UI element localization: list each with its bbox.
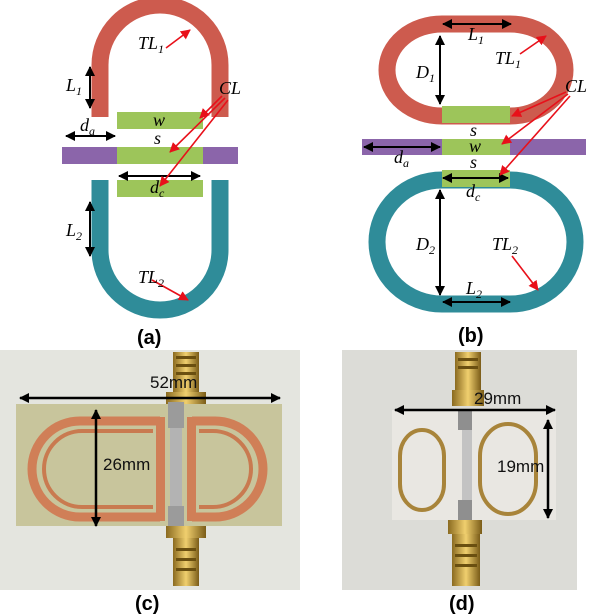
- width-label-c: 52mm: [150, 373, 197, 392]
- caption-d: (d): [449, 593, 475, 615]
- caption-c: (c): [135, 593, 159, 615]
- height-label-d: 19mm: [497, 457, 544, 476]
- copper-feed-left: [156, 417, 165, 521]
- l2-label: L2: [65, 220, 82, 243]
- cl-label-b: CL: [565, 76, 587, 96]
- tl1-label-b: TL1: [495, 48, 521, 71]
- da-label: da: [80, 115, 95, 138]
- s-top-label-b: s: [470, 120, 477, 140]
- l1-label-b: L1: [467, 24, 484, 47]
- coupling-line-bottom-a: [117, 180, 203, 197]
- copper-resonator-right-inner: [199, 429, 253, 509]
- cl-pointer-arrow-2: [169, 97, 226, 153]
- copper-feed-right: [187, 417, 196, 521]
- panel-a: TL1 L1 CL w s da dc L2 TL2 (a): [62, 0, 241, 349]
- tl1-pointer-arrow: [165, 29, 191, 49]
- feedline-c: [170, 404, 182, 526]
- sma-connector-top-d: [452, 352, 484, 406]
- tl1-trace: [91, 0, 229, 117]
- width-label-d: 29mm: [474, 389, 521, 408]
- copper-resonator-right: [192, 416, 268, 522]
- da-label-b: da: [394, 147, 409, 170]
- panel-c: 52mm 26mm (c): [0, 350, 300, 615]
- tl1-label: TL1: [138, 33, 164, 56]
- feedline-d: [462, 410, 472, 520]
- cl-pointer-arrow-b-2: [501, 93, 569, 145]
- copper-resonator-left-inner: [42, 429, 153, 509]
- w-label-b: w: [469, 136, 481, 156]
- panel-d: 29mm 19mm (d): [342, 350, 577, 615]
- gold-resonator-left: [398, 428, 446, 512]
- tl2-pointer-arrow: [151, 279, 189, 301]
- cl-pointer-arrow-3: [159, 99, 229, 187]
- tl2-label-b: TL2: [492, 234, 518, 257]
- caption-b: (b): [458, 325, 484, 347]
- cl-pointer-arrow-b-1: [511, 91, 567, 117]
- cl-label: CL: [219, 78, 241, 98]
- coupling-line-top-b: [442, 106, 510, 123]
- tl2-label: TL2: [138, 267, 164, 290]
- copper-resonator-left: [27, 416, 160, 522]
- sma-connector-bottom-c: [166, 526, 206, 586]
- gold-resonator-right: [478, 422, 538, 516]
- cl-pointer-arrow-1: [199, 95, 223, 119]
- s-label: s: [154, 128, 161, 148]
- sma-connector-bottom-d: [448, 520, 482, 586]
- w-label: w: [153, 110, 165, 130]
- coupling-line-top-a: [117, 112, 203, 129]
- tl1-pointer-arrow-b: [519, 35, 547, 55]
- coupling-line-mid-a: [117, 147, 203, 164]
- d2-label: D2: [415, 234, 435, 257]
- l1-label: L1: [65, 75, 82, 98]
- cl-pointer-arrow-b-3: [499, 95, 571, 176]
- caption-a: (a): [137, 327, 161, 349]
- coupling-line-mid-b: [442, 139, 510, 155]
- dc-label: dc: [150, 177, 165, 200]
- height-label-c: 26mm: [103, 455, 150, 474]
- tl2-pointer-arrow-b: [511, 255, 539, 291]
- s-bottom-label-b: s: [470, 152, 477, 172]
- d1-label: D1: [415, 62, 435, 85]
- l2-label-b: L2: [465, 278, 482, 301]
- dc-label-b: dc: [466, 181, 481, 204]
- panel-b: L1 D1 TL1 CL s w s da dc D2 TL2 L2 (b): [362, 15, 587, 347]
- tl2-trace: [91, 180, 229, 319]
